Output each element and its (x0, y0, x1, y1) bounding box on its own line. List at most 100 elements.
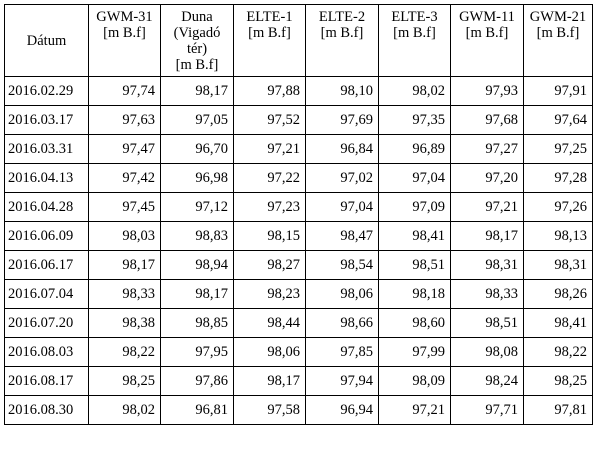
value-cell: 97,04 (305, 192, 379, 222)
value-cell: 98,17 (233, 366, 306, 396)
table-header: Dátum GWM-31 [m B.f] Duna (Vigadó tér) [… (4, 4, 593, 77)
value-cell: 98,17 (450, 221, 524, 251)
table-row: 2016.04.28 97,45 97,12 97,23 97,04 97,09 97,21… (4, 192, 593, 222)
header-line: GWM-11 (459, 9, 515, 25)
header-line: Dátum (26, 32, 67, 49)
header-line: GWM-31 (96, 9, 153, 25)
header-line: (Vigadó (173, 25, 221, 41)
value-cell: 98,18 (378, 279, 451, 309)
table-row: 2016.03.17 97,63 97,05 97,52 97,69 97,35 97,68… (4, 105, 593, 135)
header-line: Duna (181, 9, 213, 25)
header-gwm-21: GWM-21 [m B.f] (523, 4, 593, 77)
value-cell: 98,33 (88, 279, 161, 309)
value-cell: 98,47 (305, 221, 379, 251)
date-cell: 2016.03.17 (4, 105, 89, 135)
value-cell: 97,21 (450, 192, 524, 222)
table-row: 2016.07.20 98,38 98,85 98,44 98,66 98,60 98,51… (4, 308, 593, 338)
value-cell: 97,45 (88, 192, 161, 222)
value-cell: 97,35 (378, 105, 451, 135)
value-cell: 97,94 (305, 366, 379, 396)
value-cell: 98,66 (305, 308, 379, 338)
value-cell: 97,99 (378, 337, 451, 367)
value-cell: 96,98 (160, 163, 234, 193)
value-cell: 98,15 (233, 221, 306, 251)
table-row: 2016.08.17 98,25 97,86 98,17 97,94 98,09 98,24… (4, 366, 593, 396)
table-body: 2016.02.29 97,74 98,17 97,88 98,10 98,02 97,93… (4, 76, 593, 425)
value-cell: 97,22 (233, 163, 306, 193)
header-unit: [m B.f] (248, 25, 291, 41)
date-cell: 2016.06.17 (4, 250, 89, 280)
value-cell: 98,41 (378, 221, 451, 251)
value-cell: 98,54 (305, 250, 379, 280)
value-cell: 97,21 (378, 395, 451, 425)
header-line: GWM-21 (529, 9, 587, 25)
value-cell: 97,20 (450, 163, 524, 193)
date-cell: 2016.08.03 (4, 337, 89, 367)
table-row: 2016.03.31 97,47 96,70 97,21 96,84 96,89 97,27… (4, 134, 593, 164)
value-cell: 98,09 (378, 366, 451, 396)
date-cell: 2016.07.04 (4, 279, 89, 309)
value-cell: 97,58 (233, 395, 306, 425)
table-row: 2016.02.29 97,74 98,17 97,88 98,10 98,02 97,93… (4, 76, 593, 106)
table-row: 2016.04.13 97,42 96,98 97,22 97,02 97,04 97,20… (4, 163, 593, 193)
header-gwm-11: GWM-11 [m B.f] (450, 4, 524, 77)
header-duna: Duna (Vigadó tér) [m B.f] (160, 4, 234, 77)
value-cell: 97,05 (160, 105, 234, 135)
value-cell: 98,08 (450, 337, 524, 367)
value-cell: 98,83 (160, 221, 234, 251)
header-unit: [m B.f] (465, 25, 509, 41)
value-cell: 97,23 (233, 192, 306, 222)
value-cell: 97,04 (378, 163, 451, 193)
value-cell: 98,24 (450, 366, 524, 396)
value-cell: 98,17 (160, 76, 234, 106)
value-cell: 97,42 (88, 163, 161, 193)
value-cell: 98,03 (88, 221, 161, 251)
value-cell: 97,71 (450, 395, 524, 425)
value-cell: 98,25 (88, 366, 161, 396)
value-cell: 98,06 (233, 337, 306, 367)
value-cell: 98,25 (523, 366, 593, 396)
date-cell: 2016.02.29 (4, 76, 89, 106)
value-cell: 97,47 (88, 134, 161, 164)
value-cell: 98,51 (378, 250, 451, 280)
value-cell: 98,22 (523, 337, 593, 367)
table-row: 2016.08.03 98,22 97,95 98,06 97,85 97,99 98,08… (4, 337, 593, 367)
table-row: 2016.07.04 98,33 98,17 98,23 98,06 98,18 98,33… (4, 279, 593, 309)
value-cell: 97,25 (523, 134, 593, 164)
water-level-table-container: Dátum GWM-31 [m B.f] Duna (Vigadó tér) [… (4, 4, 593, 425)
date-cell: 2016.04.13 (4, 163, 89, 193)
value-cell: 98,26 (523, 279, 593, 309)
value-cell: 98,17 (88, 250, 161, 280)
value-cell: 97,27 (450, 134, 524, 164)
value-cell: 98,38 (88, 308, 161, 338)
value-cell: 97,12 (160, 192, 234, 222)
value-cell: 96,94 (305, 395, 379, 425)
water-level-table: Dátum GWM-31 [m B.f] Duna (Vigadó tér) [… (4, 4, 593, 425)
value-cell: 98,33 (450, 279, 524, 309)
value-cell: 97,95 (160, 337, 234, 367)
date-cell: 2016.08.17 (4, 366, 89, 396)
table-row: 2016.08.30 98,02 96,81 97,58 96,94 97,21 97,71… (4, 395, 593, 425)
value-cell: 97,74 (88, 76, 161, 106)
value-cell: 97,88 (233, 76, 306, 106)
value-cell: 98,02 (378, 76, 451, 106)
date-cell: 2016.03.31 (4, 134, 89, 164)
value-cell: 97,69 (305, 105, 379, 135)
value-cell: 97,52 (233, 105, 306, 135)
value-cell: 98,60 (378, 308, 451, 338)
table-row: 2016.06.17 98,17 98,94 98,27 98,54 98,51 98,31… (4, 250, 593, 280)
header-unit: [m B.f] (175, 57, 219, 73)
date-cell: 2016.07.20 (4, 308, 89, 338)
value-cell: 97,91 (523, 76, 593, 106)
header-line: ELTE-2 (318, 9, 366, 25)
value-cell: 97,63 (88, 105, 161, 135)
header-unit: [m B.f] (320, 25, 364, 41)
header-line: ELTE-3 (391, 9, 438, 25)
header-elte-1: ELTE-1 [m B.f] (233, 4, 306, 77)
value-cell: 98,22 (88, 337, 161, 367)
table-row: 2016.06.09 98,03 98,83 98,15 98,47 98,41 98,17… (4, 221, 593, 251)
value-cell: 97,28 (523, 163, 593, 193)
value-cell: 97,09 (378, 192, 451, 222)
value-cell: 98,17 (160, 279, 234, 309)
value-cell: 98,85 (160, 308, 234, 338)
